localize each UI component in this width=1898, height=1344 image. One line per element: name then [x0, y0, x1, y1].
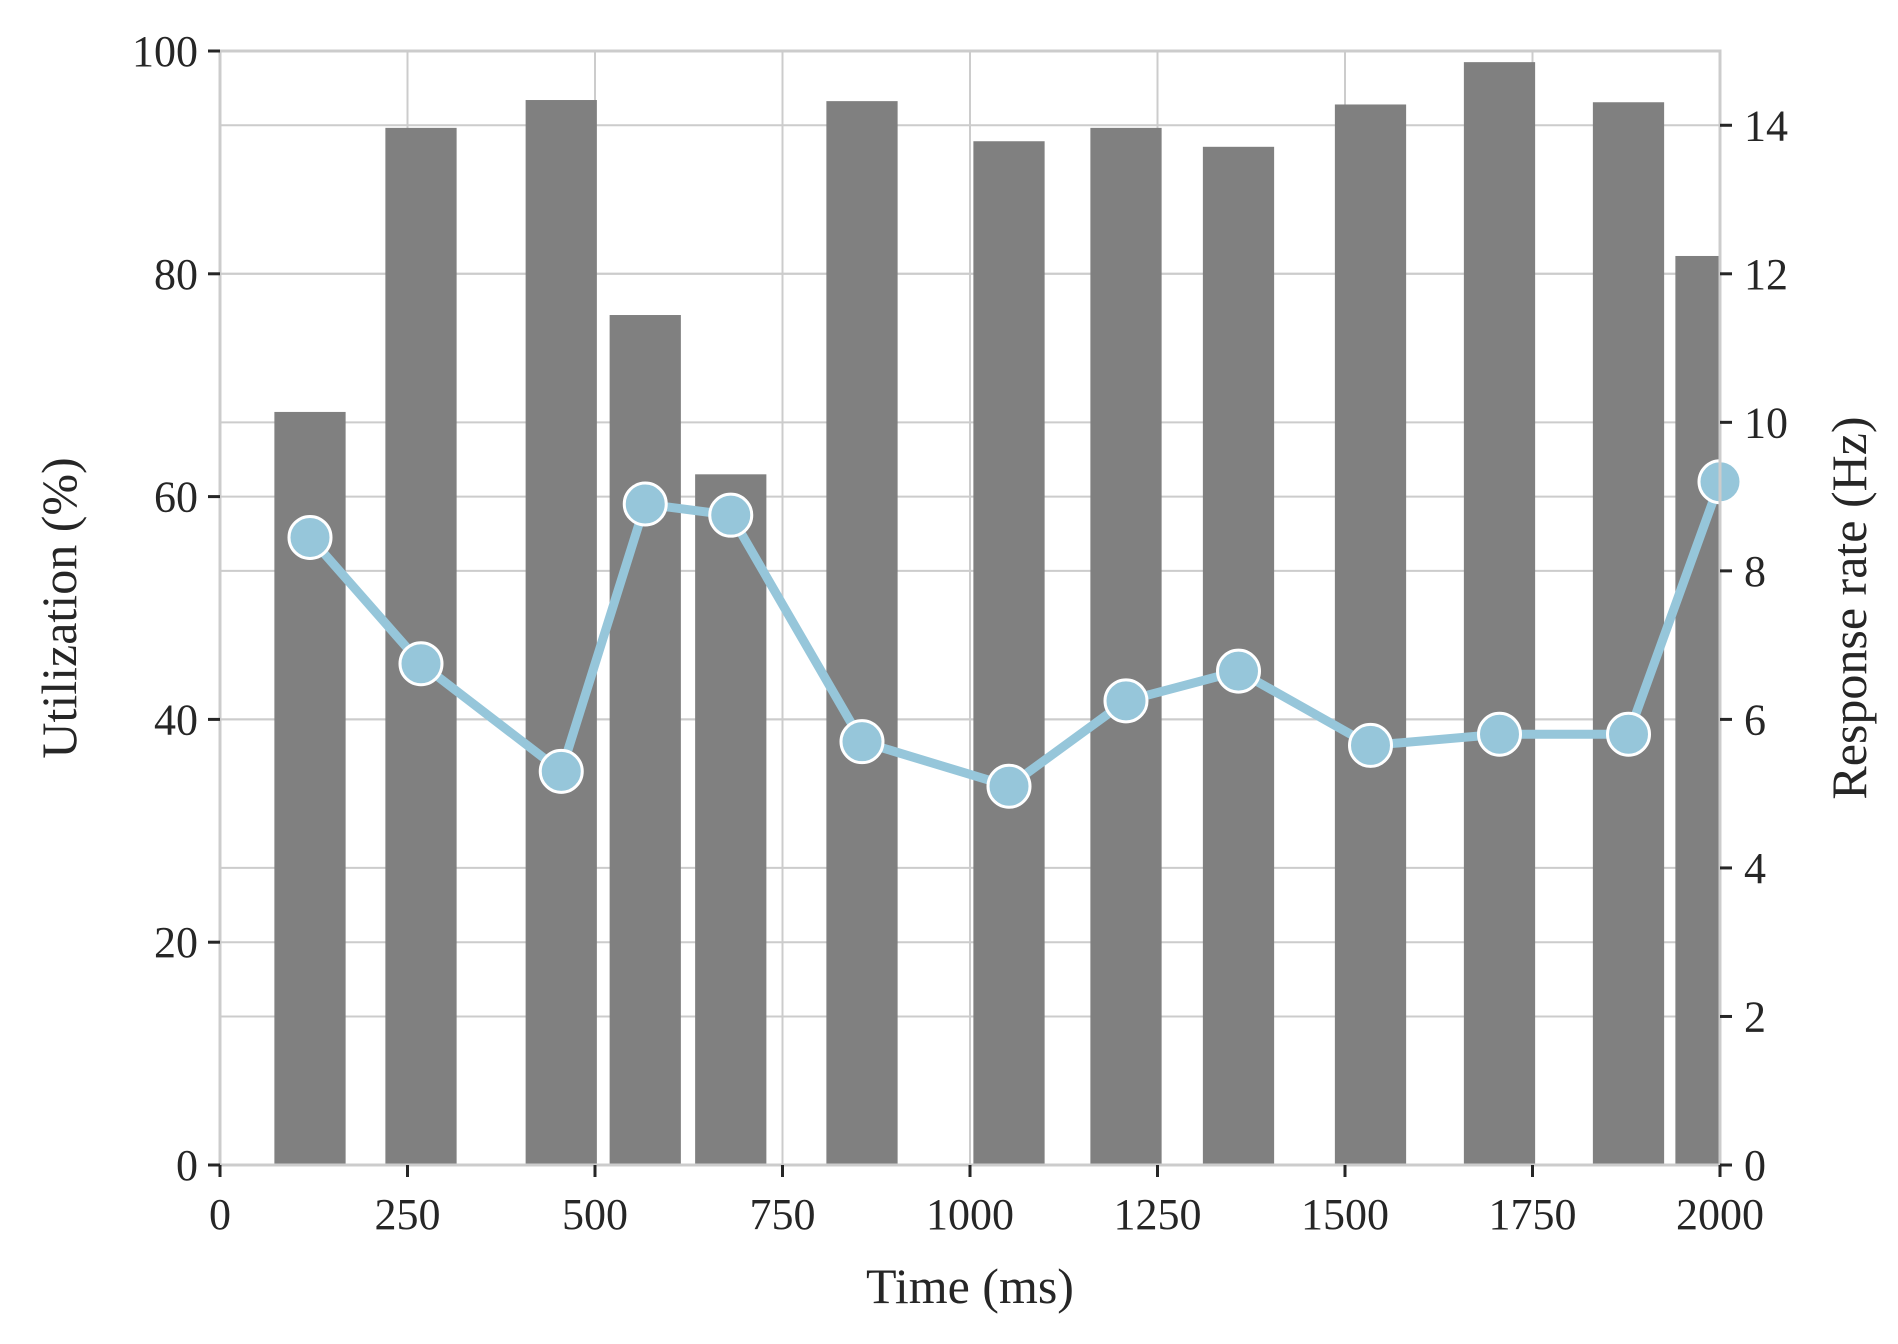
- line-point-4: [708, 492, 754, 538]
- x-tick-label-1: 250: [375, 1190, 441, 1239]
- y-left-tick-label-5: 100: [132, 27, 198, 76]
- bar-7: [1090, 127, 1162, 1166]
- y-right-tick-label-5: 10: [1744, 398, 1788, 447]
- line-point-10: [1477, 711, 1522, 757]
- line-point-5: [839, 719, 885, 765]
- x-tick-label-5: 1250: [1114, 1190, 1202, 1239]
- line-point-6: [986, 763, 1032, 809]
- x-tick-label-4: 1000: [926, 1190, 1014, 1239]
- bar-11: [1592, 102, 1665, 1165]
- line-point-2: [538, 748, 584, 794]
- bar-6: [973, 141, 1045, 1165]
- y-left-tick-label-3: 60: [154, 473, 198, 522]
- line-point-3: [622, 481, 668, 527]
- x-tick-label-0: 0: [209, 1190, 231, 1239]
- x-tick-label-2: 500: [562, 1190, 628, 1239]
- bar-2: [525, 100, 597, 1166]
- line-point-11: [1606, 711, 1651, 757]
- line-point-7: [1103, 678, 1149, 724]
- bar-4: [695, 474, 767, 1165]
- y-right-tick-label-0: 0: [1744, 1141, 1766, 1190]
- x-tick-label-8: 2000: [1676, 1190, 1764, 1239]
- x-tick-label-7: 1750: [1489, 1190, 1577, 1239]
- axes: [208, 49, 1732, 1177]
- y-right-tick-label-3: 6: [1744, 695, 1766, 744]
- bar-12: [1675, 255, 1720, 1165]
- y-left-tick-label-4: 80: [154, 250, 198, 299]
- y-right-tick-label-4: 8: [1744, 547, 1766, 596]
- x-tick-label-3: 750: [750, 1190, 816, 1239]
- y-axis-right-title: Response rate (Hz): [1821, 416, 1877, 799]
- bar-9: [1334, 104, 1407, 1165]
- tick-labels: 0 250 500 750 1000 1250 1500 1750 20000204060801…: [132, 27, 1788, 1239]
- y-left-tick-label-2: 40: [154, 695, 198, 744]
- y-left-tick-label-0: 0: [176, 1141, 198, 1190]
- y-axis-left-title: Utilization (%): [31, 457, 87, 758]
- bar-3: [609, 315, 681, 1165]
- line-point-9: [1348, 722, 1393, 768]
- y-left-tick-label-1: 20: [154, 918, 198, 967]
- bar-5: [826, 101, 898, 1165]
- line-point-0: [287, 514, 333, 560]
- x-axis-title: Time (ms): [866, 1258, 1074, 1314]
- y-right-tick-label-2: 4: [1744, 844, 1766, 893]
- line-series: [287, 459, 1743, 809]
- y-right-tick-label-6: 12: [1744, 250, 1788, 299]
- x-tick-label-6: 1500: [1301, 1190, 1389, 1239]
- y-right-tick-label-1: 2: [1744, 992, 1766, 1041]
- bar-series: [274, 62, 1720, 1166]
- bar-10: [1463, 62, 1536, 1165]
- line-point-8: [1216, 648, 1261, 694]
- y-right-tick-label-7: 14: [1744, 101, 1788, 150]
- line-point-1: [398, 641, 444, 687]
